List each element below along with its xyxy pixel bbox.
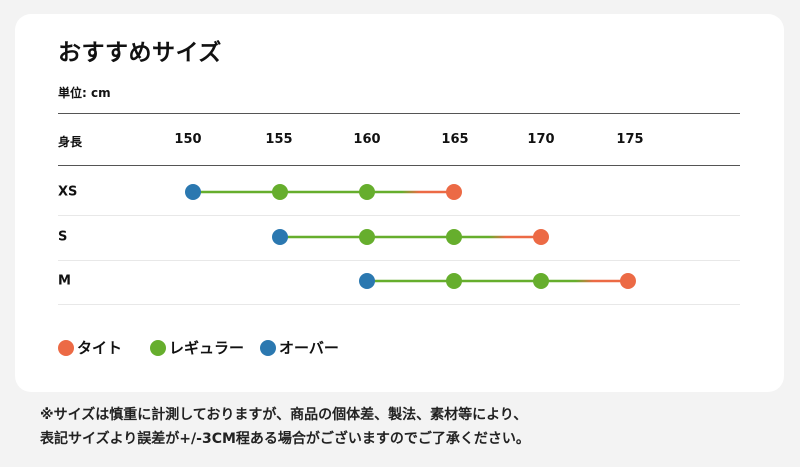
row-label-m: M xyxy=(58,273,71,289)
x-tick-label: 170 xyxy=(527,132,555,147)
tight-dot-icon xyxy=(58,339,74,356)
tight-point xyxy=(620,273,636,289)
over-point xyxy=(185,184,201,200)
row-divider xyxy=(58,260,740,261)
x-tick-label: 160 xyxy=(353,132,381,147)
row-divider xyxy=(58,215,740,216)
over-dot-icon xyxy=(260,339,277,356)
unit-label: 単位: cm xyxy=(58,86,111,100)
tight-point xyxy=(446,184,462,200)
over-point xyxy=(272,229,288,245)
legend-item-over: オーバー xyxy=(260,337,339,358)
size-chart-card xyxy=(15,14,784,392)
height-axis-label: 身長 xyxy=(58,135,83,149)
x-tick-label: 165 xyxy=(441,132,469,147)
regular-point xyxy=(359,184,375,200)
regular-dot-icon xyxy=(150,339,167,356)
legend-item-regular: レギュラー xyxy=(150,337,244,358)
row-divider xyxy=(58,304,740,305)
row-label-xs: XS xyxy=(58,184,78,200)
legend-label: オーバー xyxy=(279,339,339,357)
tight-point xyxy=(533,229,549,245)
legend-label: タイト xyxy=(77,339,123,357)
legend-label: レギュラー xyxy=(169,339,245,357)
x-tick-label: 150 xyxy=(174,132,202,147)
header-top-divider xyxy=(58,113,740,114)
regular-point xyxy=(446,273,462,289)
legend-item-tight: タイト xyxy=(58,337,122,358)
over-point xyxy=(359,273,375,289)
note-line: 表記サイズより誤差が+/-3CM程ある場合がございますのでご了承ください。 xyxy=(40,431,530,447)
row-label-s: S xyxy=(58,229,68,245)
x-tick-label: 175 xyxy=(616,132,644,147)
x-tick-label: 155 xyxy=(265,132,293,147)
legend: タイト レギュラー オーバー xyxy=(58,337,355,358)
regular-point xyxy=(359,229,375,245)
page-title: おすすめサイズ xyxy=(58,40,222,66)
regular-point xyxy=(272,184,288,200)
size-disclaimer: ※サイズは慎重に計測しておりますが、商品の個体差、製法、素材等により、 表記サイ… xyxy=(40,403,530,451)
note-line: ※サイズは慎重に計測しておりますが、商品の個体差、製法、素材等により、 xyxy=(40,407,528,423)
regular-point xyxy=(446,229,462,245)
regular-point xyxy=(533,273,549,289)
header-bottom-divider xyxy=(58,165,740,166)
